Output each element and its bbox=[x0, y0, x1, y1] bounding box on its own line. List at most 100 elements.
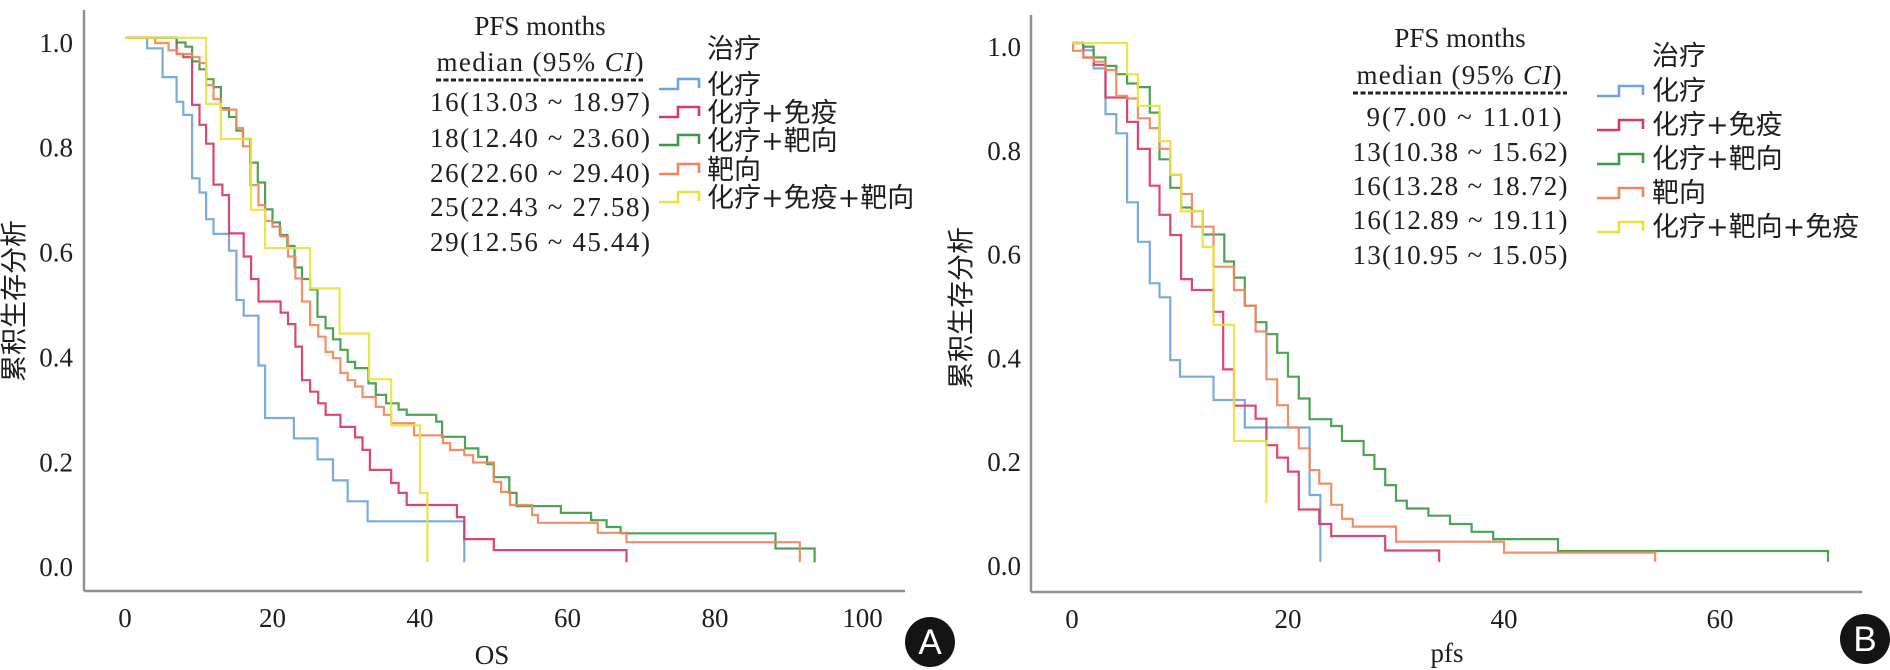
y-tick-label: 0.4 bbox=[39, 342, 73, 372]
legend-step-icon bbox=[1597, 186, 1645, 200]
legend-label: 化疗+靶向+免疫 bbox=[1652, 212, 1859, 243]
tick-labels: 0 20 40 60 0.0 0.2 0.4 0.6 0.8 1.0 bbox=[987, 32, 1733, 634]
y-tick-label: 0.0 bbox=[39, 552, 73, 582]
subheader-ci: CI bbox=[605, 47, 635, 77]
legend-title: 治疗 bbox=[1652, 41, 1706, 72]
legend-step-icon bbox=[659, 190, 701, 204]
annotation-header: PFS months bbox=[1394, 23, 1525, 53]
km-curves bbox=[1072, 41, 1830, 562]
annotation-row: 16(13.28 ~ 18.72) bbox=[1353, 171, 1568, 201]
panel-label: A bbox=[918, 623, 942, 662]
annotation-row: 16(12.89 ~ 19.11) bbox=[1353, 205, 1568, 235]
legend-label: 化疗+靶向 bbox=[1652, 144, 1783, 175]
x-tick-label: 100 bbox=[842, 603, 883, 633]
legend: 治疗 化疗 化疗+免疫 化疗+靶向 靶向 化疗+靶向+免疫 bbox=[1597, 41, 1859, 243]
legend-label: 化疗+免疫 bbox=[1652, 110, 1783, 141]
panel-b-pfs-chart: 0 20 40 60 0.0 0.2 0.4 0.6 0.8 1.0 累积生存分析 pfs PFS… bbox=[947, 15, 1890, 668]
panel-label-badge bbox=[905, 617, 955, 667]
km-curve-series-1 bbox=[1072, 41, 1322, 562]
legend-item: 化疗 bbox=[1597, 76, 1706, 107]
annotation-row: 29(12.56 ~ 45.44) bbox=[430, 227, 650, 257]
legend-item: 化疗+靶向 bbox=[659, 126, 838, 157]
y-tick-label: 1.0 bbox=[39, 28, 73, 58]
km-curve-series-1 bbox=[125, 36, 466, 563]
legend-step-icon bbox=[659, 162, 701, 176]
subheader-prefix: median (95% bbox=[1357, 60, 1522, 90]
y-tick-label: 0.8 bbox=[987, 136, 1021, 166]
km-curve-series-4 bbox=[125, 36, 801, 563]
legend-item: 靶向 bbox=[659, 155, 761, 186]
legend-item: 化疗 bbox=[659, 70, 761, 101]
x-tick-label: 60 bbox=[554, 603, 581, 633]
legend-item: 化疗+靶向 bbox=[1597, 144, 1783, 175]
x-tick-label: 40 bbox=[1491, 604, 1518, 634]
y-tick-label: 0.4 bbox=[987, 343, 1021, 373]
annotation-row: 16(13.03 ~ 18.97) bbox=[430, 87, 650, 117]
legend-step-icon bbox=[659, 105, 701, 119]
km-curve-series-5 bbox=[1072, 41, 1268, 504]
annotation-header: PFS months bbox=[474, 11, 605, 41]
median-annotation: PFS months median (95% CI) 16(13.03 ~ 18… bbox=[430, 11, 650, 257]
legend-step-icon bbox=[659, 133, 701, 147]
y-tick-label: 1.0 bbox=[987, 32, 1021, 62]
legend-step-icon bbox=[1597, 220, 1645, 234]
legend: 治疗 化疗 化疗+免疫 化疗+靶向 靶向 化疗+免疫+靶向 bbox=[659, 34, 914, 214]
annotation-row: 13(10.95 ~ 15.05) bbox=[1353, 240, 1568, 270]
y-tick-label: 0.8 bbox=[39, 133, 73, 163]
legend-label: 靶向 bbox=[1652, 178, 1706, 209]
subheader-suffix: ) bbox=[1553, 60, 1562, 90]
annotation-row: 25(22.43 ~ 27.58) bbox=[430, 192, 650, 222]
km-curve-series-2 bbox=[125, 36, 628, 563]
x-tick-label: 80 bbox=[702, 603, 729, 633]
x-tick-label: 20 bbox=[1275, 604, 1302, 634]
y-tick-label: 0.6 bbox=[987, 240, 1021, 270]
legend-label: 化疗 bbox=[707, 70, 761, 101]
y-axis-title: 累积生存分析 bbox=[947, 227, 978, 389]
subheader-prefix: median (95% bbox=[437, 47, 604, 77]
km-curve-series-3 bbox=[125, 36, 816, 563]
legend-label: 化疗+靶向 bbox=[707, 126, 838, 157]
annotation-row: 26(22.60 ~ 29.40) bbox=[430, 158, 650, 188]
x-axis-title: pfs bbox=[1431, 638, 1464, 668]
annotation-subheader: median (95% CI) bbox=[1357, 60, 1562, 90]
x-tick-label: 0 bbox=[1065, 604, 1079, 634]
legend-item: 化疗+免疫 bbox=[1597, 110, 1783, 141]
legend-item: 化疗+免疫 bbox=[659, 98, 838, 129]
legend-item: 化疗+靶向+免疫 bbox=[1597, 212, 1859, 243]
x-axis-title: OS bbox=[475, 640, 510, 670]
annotation-row: 18(12.40 ~ 23.60) bbox=[430, 123, 650, 153]
panel-label: B bbox=[1853, 620, 1876, 659]
y-tick-label: 0.0 bbox=[987, 551, 1021, 581]
panel-a-os-chart: 0 20 40 60 80 100 0.0 0.2 0.4 0.6 0.8 1.0 累积生存分析 OS… bbox=[0, 10, 955, 670]
legend-label: 靶向 bbox=[707, 155, 761, 186]
legend-step-icon bbox=[659, 77, 701, 91]
annotation-row: 13(10.38 ~ 15.62) bbox=[1353, 137, 1568, 167]
legend-step-icon bbox=[1597, 84, 1645, 98]
y-tick-label: 0.2 bbox=[987, 447, 1021, 477]
tick-labels: 0 20 40 60 80 100 0.0 0.2 0.4 0.6 0.8 1.0 bbox=[39, 28, 883, 633]
legend-step-icon bbox=[1597, 152, 1645, 166]
km-curve-series-4 bbox=[1072, 41, 1657, 562]
legend-item: 化疗+免疫+靶向 bbox=[659, 183, 914, 214]
legend-step-icon bbox=[1597, 118, 1645, 132]
legend-label: 化疗+免疫 bbox=[707, 98, 838, 129]
legend-label: 化疗+免疫+靶向 bbox=[707, 183, 914, 214]
y-tick-label: 0.2 bbox=[39, 447, 73, 477]
legend-item: 靶向 bbox=[1597, 178, 1706, 209]
legend-label: 化疗 bbox=[1652, 76, 1706, 107]
median-annotation: PFS months median (95% CI) 9(7.00 ~ 11.0… bbox=[1353, 23, 1568, 270]
x-tick-label: 60 bbox=[1707, 604, 1734, 634]
legend-title: 治疗 bbox=[707, 34, 761, 65]
x-tick-label: 0 bbox=[118, 603, 132, 633]
subheader-suffix: ) bbox=[635, 47, 644, 77]
km-curves bbox=[125, 36, 816, 563]
x-tick-label: 20 bbox=[259, 603, 286, 633]
y-axis-title: 累积生存分析 bbox=[0, 220, 31, 382]
km-curve-series-5 bbox=[125, 36, 429, 563]
annotation-row: 9(7.00 ~ 11.01) bbox=[1367, 102, 1562, 132]
subheader-ci: CI bbox=[1523, 60, 1553, 90]
panel-label-badge bbox=[1840, 614, 1890, 664]
x-tick-label: 40 bbox=[407, 603, 434, 633]
annotation-subheader: median (95% CI) bbox=[437, 47, 644, 77]
